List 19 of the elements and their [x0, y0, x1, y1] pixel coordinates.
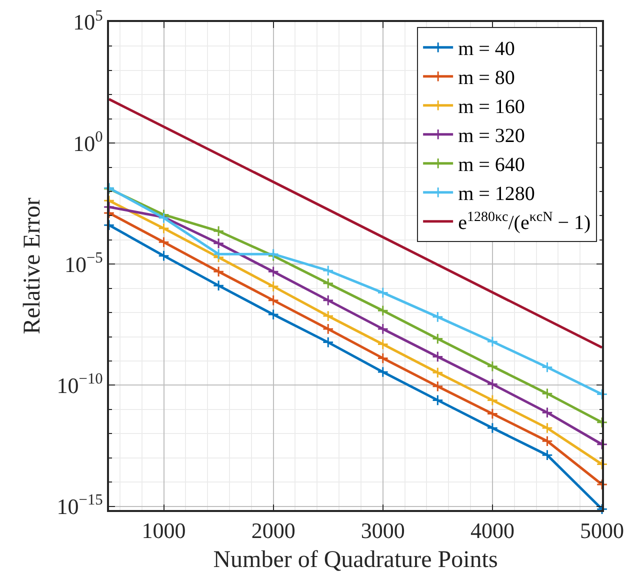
x-axis-title: Number of Quadrature Points [213, 546, 498, 573]
legend-label: m = 320 [458, 125, 525, 148]
y-tick-label: 10$^{−15}$ [56, 492, 104, 519]
x-tick-label: 4000 [470, 518, 514, 544]
x-tick-label: 1000 [142, 518, 186, 544]
legend-label: m = 640 [458, 154, 525, 176]
legend-label: m = 1280 [458, 183, 535, 206]
legend-label: m = 160 [458, 96, 525, 118]
legend-label: m = 80 [458, 67, 515, 90]
legend-label: e$^{1280κc}$/(e$^{κcN}$ − 1) [458, 210, 591, 234]
y-tick-label: 10$^{0}$ [73, 128, 104, 156]
y-tick-label: 10$^{−10}$ [56, 370, 104, 398]
x-tick-label: 3000 [360, 518, 405, 544]
y-tick-label: 10$^{5}$ [73, 7, 104, 35]
x-tick-label: 5000 [580, 518, 624, 544]
y-axis-title: Relative Error [19, 198, 46, 334]
y-tick-label: 10$^{−5}$ [64, 250, 104, 277]
legend-label: m = 40 [458, 38, 515, 60]
x-tick-label: 2000 [251, 518, 296, 544]
